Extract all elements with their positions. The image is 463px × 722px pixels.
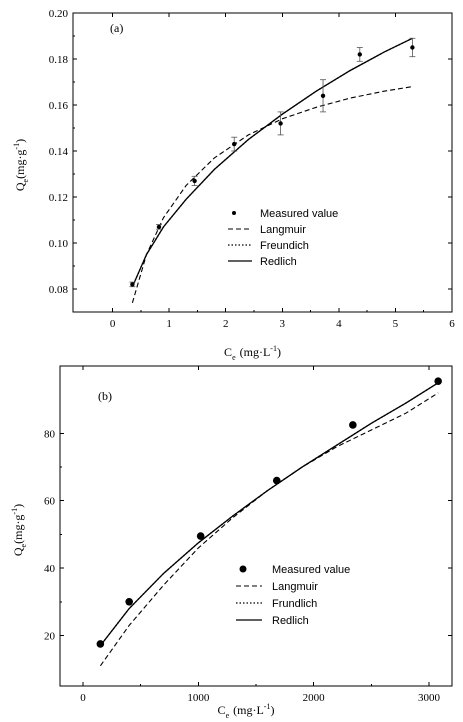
panel-a-chart: 0 1 2 3 4 5 6 0.08 0.10 0.12 0.14 0.16 0.18 0.20 (a) Ce…	[12, 8, 455, 362]
measured-point	[156, 224, 162, 230]
y-tick-label: 0.08	[49, 284, 69, 296]
legend-label: Langmuir	[272, 581, 318, 593]
measured-point	[349, 421, 357, 429]
y-axis-label-part: Q	[11, 547, 25, 556]
y-tick-label: 60	[44, 496, 56, 508]
y-tick-label: 0.16	[49, 100, 69, 112]
measured-point	[272, 476, 281, 485]
y-axis-label-part: (mg·g	[11, 515, 25, 544]
y-axis-label-part: -1	[10, 508, 19, 515]
legend-label: Frundlich	[272, 598, 317, 610]
x-tick-label: 1000	[187, 692, 210, 704]
panel-label: (b)	[98, 389, 112, 403]
x-tick-label: 1	[166, 318, 172, 330]
x-axis-label-part: e	[232, 353, 236, 362]
x-tick-label: 3000	[418, 692, 441, 704]
y-tick-label: 20	[44, 630, 56, 642]
y-tick-label: 0.10	[49, 238, 69, 250]
y-tick-label: 40	[44, 563, 56, 575]
y-axis-label-part: e	[21, 178, 30, 182]
legend-label: Redlich	[272, 615, 309, 627]
legend-marker-measured	[239, 565, 247, 573]
x-tick-label: 2000	[303, 692, 326, 704]
y-axis-label-part: (mg·g	[13, 150, 27, 179]
measured-point	[278, 121, 283, 126]
x-axis-label-part: C	[224, 345, 232, 359]
measured-point	[130, 282, 135, 287]
series-line-redlich	[131, 37, 413, 287]
x-axis-label-part: (mg·L	[233, 703, 264, 717]
series-line-langmuir	[131, 86, 413, 303]
measured-point	[357, 52, 362, 57]
series-line-langmuir	[99, 392, 439, 667]
x-tick-label: 4	[336, 318, 342, 330]
x-axis-label: Ce (mg·L-1)	[218, 702, 275, 720]
x-tick-label: 0	[80, 692, 86, 704]
plot-frame	[59, 365, 453, 687]
series-line-redlich	[99, 382, 439, 646]
y-axis-label-part: -1	[12, 143, 21, 150]
x-tick-label: 3	[280, 318, 286, 330]
y-axis-label-part: )	[13, 139, 27, 143]
legend-marker-measured	[232, 211, 236, 215]
measured-point	[196, 532, 205, 540]
y-axis-label: Qe(mg·g-1)	[12, 139, 30, 191]
x-tick-label: 0	[110, 318, 116, 330]
x-axis-label-part: )	[270, 703, 274, 717]
plot-frame	[72, 12, 453, 313]
legend-label: Freundich	[260, 240, 309, 252]
measured-point	[192, 178, 197, 184]
legend-label: Redlich	[260, 256, 297, 268]
legend-label: Measured value	[260, 208, 338, 220]
panel-label: (a)	[110, 21, 123, 35]
y-axis-label-part: e	[19, 543, 28, 547]
measured-point	[434, 377, 442, 385]
y-tick-label: 0.20	[49, 8, 69, 20]
x-axis-label: Ce (mg·L-1)	[224, 344, 281, 362]
series-line-frundlich	[99, 382, 439, 646]
x-axis-label-part: )	[277, 345, 281, 359]
measured-point	[96, 640, 105, 648]
legend-label: Measured value	[272, 564, 350, 576]
x-axis-label-part: e	[226, 711, 230, 720]
measured-point	[320, 93, 326, 99]
x-axis-label-part: -1	[264, 702, 271, 711]
measured-point	[125, 597, 133, 606]
x-tick-label: 5	[393, 318, 399, 330]
legend-label: Langmuir	[260, 224, 306, 236]
measured-point	[410, 45, 415, 50]
y-tick-label: 0.12	[49, 192, 68, 204]
y-axis-label-part: )	[11, 504, 25, 508]
y-tick-label: 80	[44, 428, 56, 440]
measured-point	[232, 141, 237, 147]
x-tick-label: 6	[449, 318, 455, 330]
x-axis-label-part: C	[218, 703, 226, 717]
y-axis-label-part: Q	[13, 182, 27, 191]
y-tick-label: 0.14	[49, 146, 69, 158]
x-tick-label: 2	[223, 318, 229, 330]
x-axis-label-part: -1	[270, 344, 277, 353]
y-axis-label: Qe(mg·g-1)	[10, 504, 28, 556]
y-tick-label: 0.18	[49, 54, 69, 66]
x-axis-label-part: (mg·L	[240, 345, 271, 359]
